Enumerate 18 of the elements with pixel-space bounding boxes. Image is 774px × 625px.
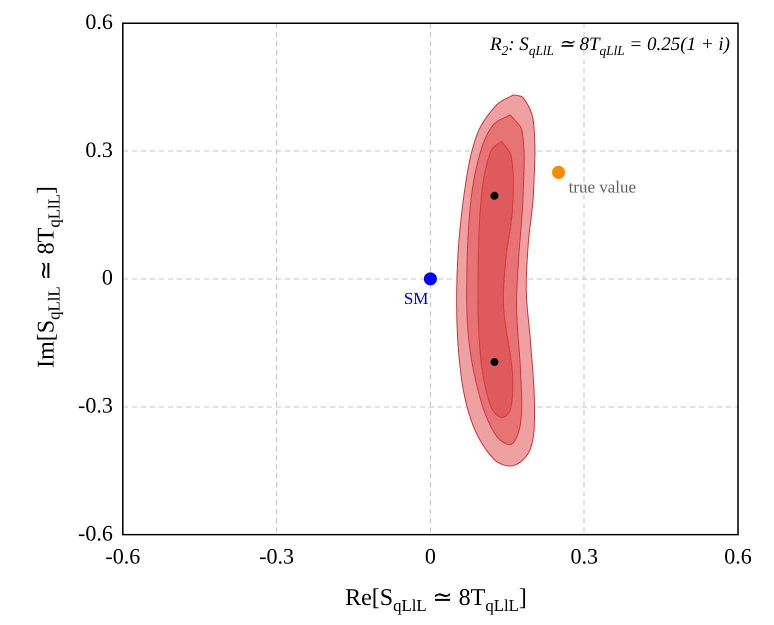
x-tick-label: 0.3	[570, 544, 598, 569]
y-tick-label: 0.6	[85, 8, 113, 34]
x-tick-label: -0.3	[259, 544, 294, 569]
x-axis-title: Re[S$_{qLlL}$ ≃ 8T$_{qLlL}$]	[345, 584, 527, 616]
point	[424, 272, 437, 286]
x-tick-label: 0.6	[724, 544, 752, 569]
series-label: SM	[404, 288, 428, 308]
point	[490, 358, 498, 366]
point	[552, 166, 566, 179]
point	[490, 192, 498, 200]
y-tick-label: 0	[102, 264, 113, 290]
annotation: R$_{2}$: S$_{qLlL}$ ≃ 8T$_{qLlL}$ = 0.25(1 + i)	[490, 33, 730, 59]
y-tick-label: -0.6	[78, 520, 113, 546]
series-label: true value	[568, 177, 636, 196]
x-tick-label: -0.6	[105, 544, 140, 569]
y-tick-label: -0.3	[78, 392, 113, 418]
x-tick-label: 0	[424, 544, 436, 569]
y-tick-label: 0.3	[85, 136, 113, 162]
